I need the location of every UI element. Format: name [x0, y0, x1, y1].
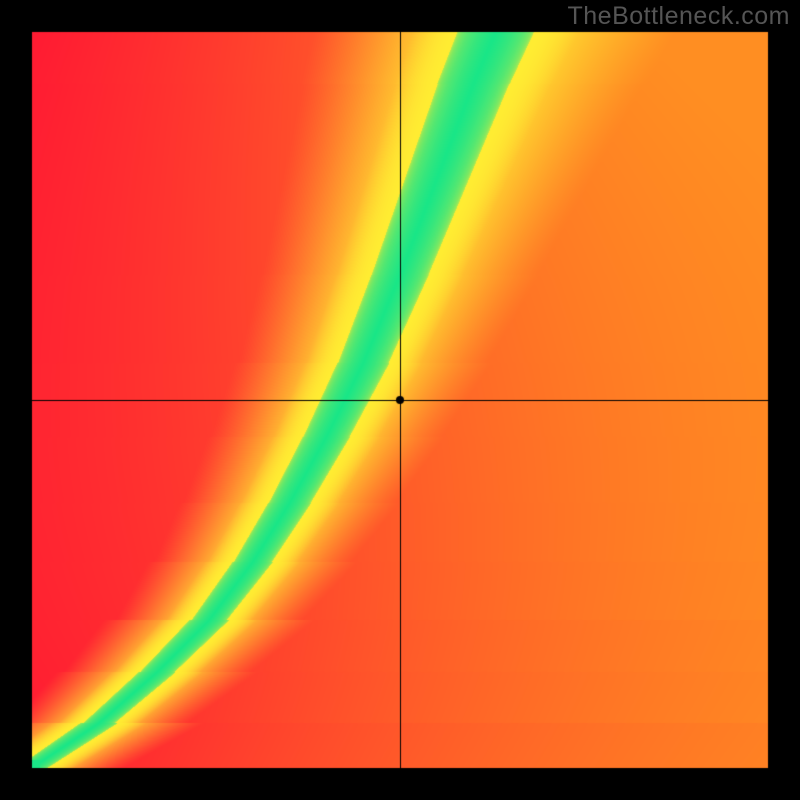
watermark-text: TheBottleneck.com — [568, 2, 791, 31]
heatmap-canvas — [0, 0, 800, 800]
bottleneck-heatmap: TheBottleneck.com — [0, 0, 800, 800]
